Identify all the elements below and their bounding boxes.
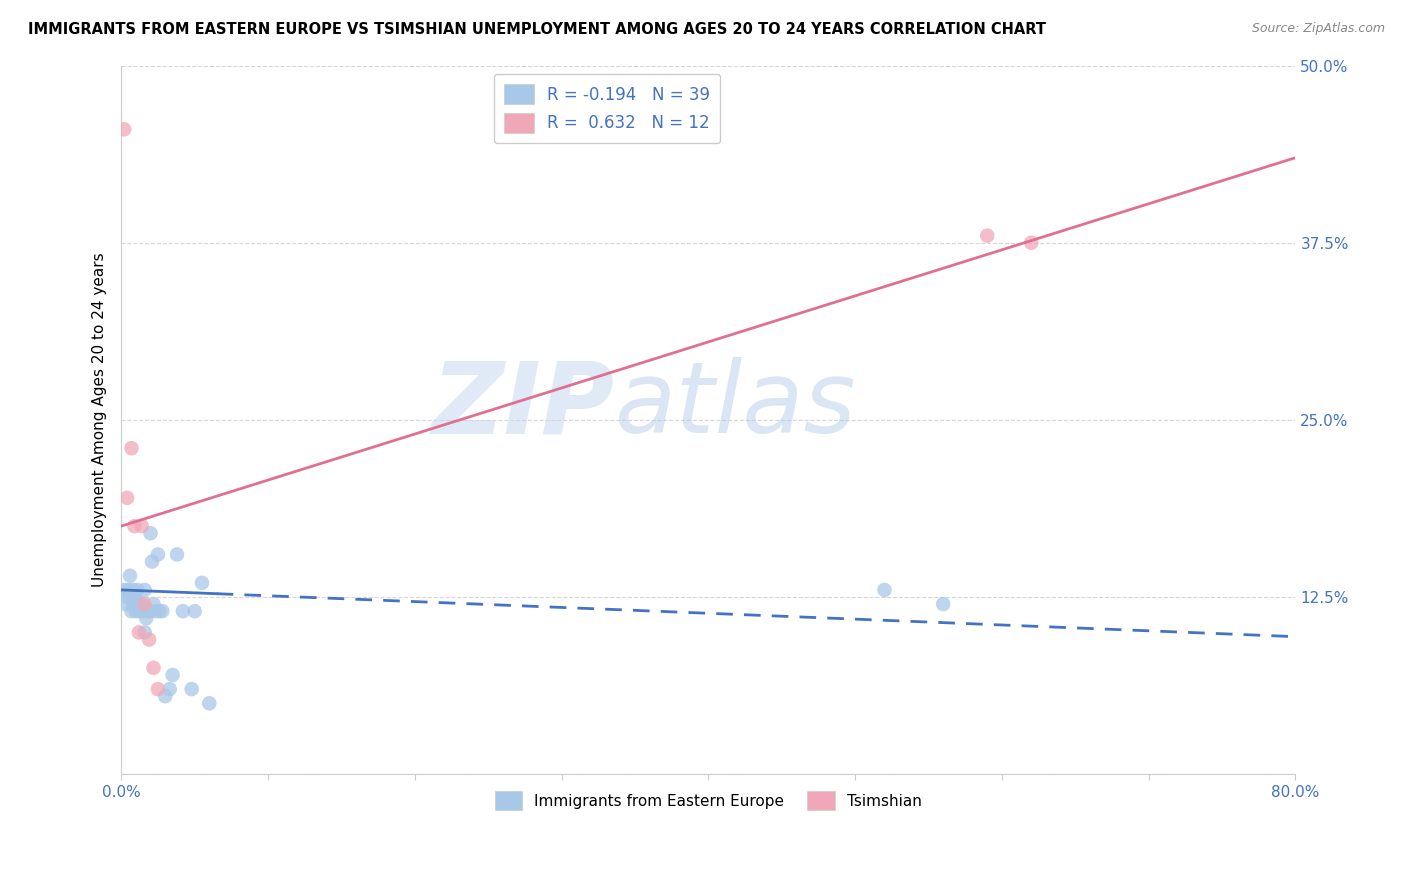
Point — [1019, 235, 1042, 250]
Point — [129, 604, 152, 618]
Point — [122, 597, 145, 611]
Point — [128, 625, 150, 640]
Point — [125, 590, 148, 604]
Point — [117, 582, 139, 597]
Point — [122, 582, 145, 597]
Point — [159, 682, 181, 697]
Point — [127, 582, 149, 597]
Point — [138, 632, 160, 647]
Text: atlas: atlas — [614, 357, 856, 454]
Y-axis label: Unemployment Among Ages 20 to 24 years: Unemployment Among Ages 20 to 24 years — [93, 252, 107, 587]
Point — [183, 604, 205, 618]
Point — [166, 548, 188, 562]
Point — [139, 526, 162, 541]
Text: ZIP: ZIP — [432, 357, 614, 454]
Point — [121, 441, 143, 455]
Point — [180, 682, 202, 697]
Point — [118, 568, 141, 582]
Point — [976, 228, 998, 243]
Point — [121, 604, 143, 618]
Point — [125, 604, 148, 618]
Point — [138, 604, 160, 618]
Point — [124, 519, 146, 533]
Point — [150, 604, 173, 618]
Point — [131, 519, 153, 533]
Text: Source: ZipAtlas.com: Source: ZipAtlas.com — [1251, 22, 1385, 36]
Legend: Immigrants from Eastern Europe, Tsimshian: Immigrants from Eastern Europe, Tsimshia… — [489, 785, 928, 816]
Point — [191, 575, 214, 590]
Point — [148, 604, 170, 618]
Point — [132, 597, 155, 611]
Point — [198, 696, 221, 710]
Point — [115, 590, 138, 604]
Point — [112, 122, 135, 136]
Point — [128, 597, 150, 611]
Point — [114, 597, 136, 611]
Point — [115, 491, 138, 505]
Point — [135, 611, 157, 625]
Text: IMMIGRANTS FROM EASTERN EUROPE VS TSIMSHIAN UNEMPLOYMENT AMONG AGES 20 TO 24 YEA: IMMIGRANTS FROM EASTERN EUROPE VS TSIMSH… — [28, 22, 1046, 37]
Point — [146, 682, 169, 697]
Point — [146, 548, 169, 562]
Point — [873, 582, 896, 597]
Point — [124, 590, 146, 604]
Point — [134, 582, 156, 597]
Point — [134, 597, 156, 611]
Point — [112, 582, 135, 597]
Point — [932, 597, 955, 611]
Point — [141, 555, 163, 569]
Point — [172, 604, 194, 618]
Point — [134, 625, 156, 640]
Point — [155, 689, 177, 703]
Point — [136, 604, 159, 618]
Point — [142, 661, 165, 675]
Point — [142, 597, 165, 611]
Point — [143, 604, 166, 618]
Point — [162, 668, 184, 682]
Point — [131, 604, 153, 618]
